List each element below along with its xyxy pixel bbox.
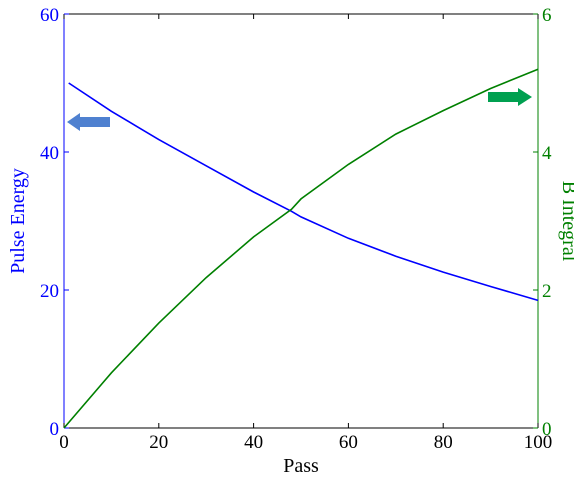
y-axis-left-title: Pulse Energy xyxy=(7,168,29,274)
y-left-tick-label: 40 xyxy=(40,143,59,164)
x-tick-label: 60 xyxy=(339,432,358,453)
pulse-energy-series-line xyxy=(68,82,539,302)
x-tick-label: 40 xyxy=(244,432,263,453)
x-tick-label: 20 xyxy=(149,432,168,453)
y-left-tick-label: 20 xyxy=(40,281,59,302)
x-tick-label: 80 xyxy=(434,432,453,453)
y-left-tick-label: 0 xyxy=(50,419,60,440)
arrow-left-icon xyxy=(67,113,110,131)
y-left-tick-label: 60 xyxy=(40,5,59,26)
x-tick-label: 0 xyxy=(59,432,69,453)
y-right-tick-label: 6 xyxy=(542,5,552,26)
x-axis: 0 20 40 60 80 100 xyxy=(59,14,552,453)
y-right-tick-label: 0 xyxy=(542,419,552,440)
y-right-tick-label: 2 xyxy=(542,281,552,302)
plot-frame xyxy=(63,13,539,429)
x-axis-title: Pass xyxy=(283,455,319,477)
x-tick-label: 100 xyxy=(524,432,553,453)
y-axis-right-title: B Integral xyxy=(558,181,574,262)
y-axis-left: 0 20 40 60 xyxy=(40,5,69,440)
b-integral-series-line xyxy=(63,68,539,429)
y-right-tick-label: 4 xyxy=(542,143,552,164)
y-axis-right: 0 2 4 6 xyxy=(533,5,552,440)
annotation-arrows xyxy=(67,88,532,131)
series-group xyxy=(63,68,539,429)
arrow-right-icon xyxy=(488,88,532,106)
